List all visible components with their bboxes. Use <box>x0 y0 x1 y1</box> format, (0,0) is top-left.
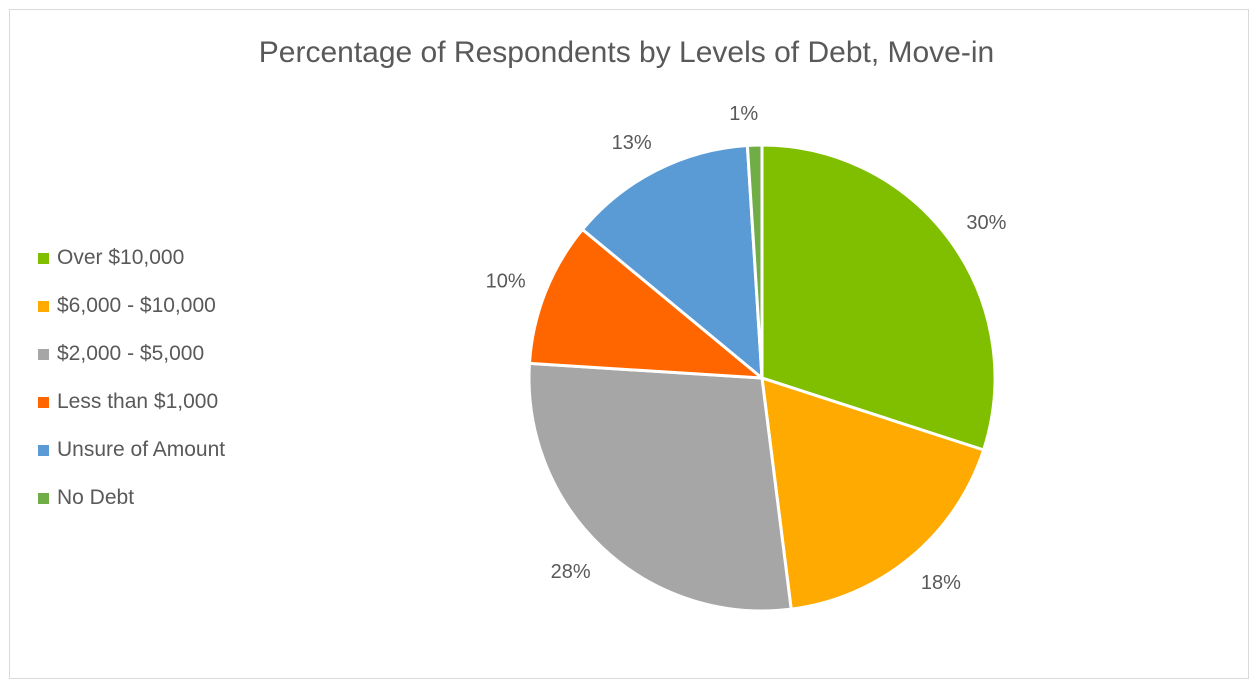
legend-label: $2,000 - $5,000 <box>57 342 205 365</box>
pie-slice <box>760 143 997 452</box>
legend-label: $6,000 - $10,000 <box>57 294 216 317</box>
legend-item-over-10000: Over $10,000 <box>38 242 225 274</box>
legend-label: Unsure of Amount <box>57 438 226 461</box>
legend-label: Over $10,000 <box>57 246 185 269</box>
legend-item-2000-5000: $2,000 - $5,000 <box>38 338 225 370</box>
legend-label: Less than $1,000 <box>57 390 219 413</box>
pie-slice <box>527 361 793 613</box>
legend-swatch <box>38 444 49 456</box>
data-label: 10% <box>486 270 526 292</box>
legend-swatch <box>38 252 49 264</box>
legend-item-less-than-1000: Less than $1,000 <box>38 386 225 418</box>
data-label: 13% <box>612 132 652 154</box>
legend-label: No Debt <box>57 486 135 509</box>
data-label: 1% <box>729 103 758 125</box>
pie-slice <box>580 143 764 382</box>
pie-slice <box>760 375 986 611</box>
legend-swatch <box>38 300 49 312</box>
pie-slice <box>745 143 764 379</box>
data-label: 28% <box>551 561 591 583</box>
data-label: 30% <box>966 212 1006 234</box>
legend-swatch <box>38 396 49 408</box>
chart-title: Percentage of Respondents by Levels of D… <box>258 36 995 69</box>
legend-item-no-debt: No Debt <box>38 482 225 514</box>
pie-slice <box>527 227 767 380</box>
legend-swatch <box>38 348 49 360</box>
legend-item-unsure-of-amount: Unsure of Amount <box>38 434 225 466</box>
legend-swatch <box>38 492 49 504</box>
data-label: 18% <box>921 572 961 594</box>
legend: Over $10,000 $6,000 - $10,000 $2,000 - $… <box>38 242 225 530</box>
legend-item-6000-10000: $6,000 - $10,000 <box>38 290 225 322</box>
